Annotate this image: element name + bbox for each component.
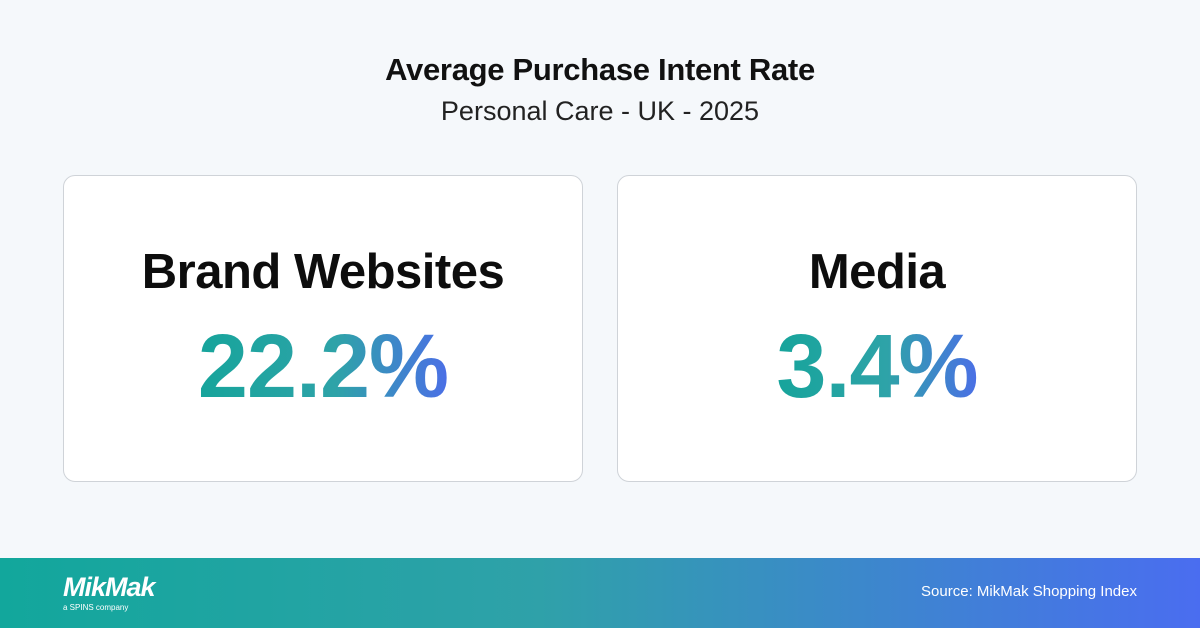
footer: MikMak a SPINS company Source: MikMak Sh… — [0, 558, 1200, 628]
source: Source: MikMak Shopping Index — [921, 583, 1137, 600]
logo: MikMak — [63, 572, 156, 602]
subtitle: Personal Care - UK - 2025 — [440, 96, 760, 126]
card: Media 3.4% — [617, 175, 1137, 482]
card: Brand Websites 22.2% — [63, 175, 583, 482]
card-value-box: 22.2% — [64, 316, 582, 419]
card-value-box: 3.4% — [618, 316, 1136, 419]
card-value: 3.4% — [776, 317, 978, 417]
card-label: Brand Websites — [141, 245, 505, 299]
logo-tagline: a SPINS company — [63, 603, 129, 612]
title: Average Purchase Intent Rate — [385, 52, 815, 87]
card-label: Media — [808, 245, 946, 299]
card-value: 22.2% — [197, 317, 449, 417]
